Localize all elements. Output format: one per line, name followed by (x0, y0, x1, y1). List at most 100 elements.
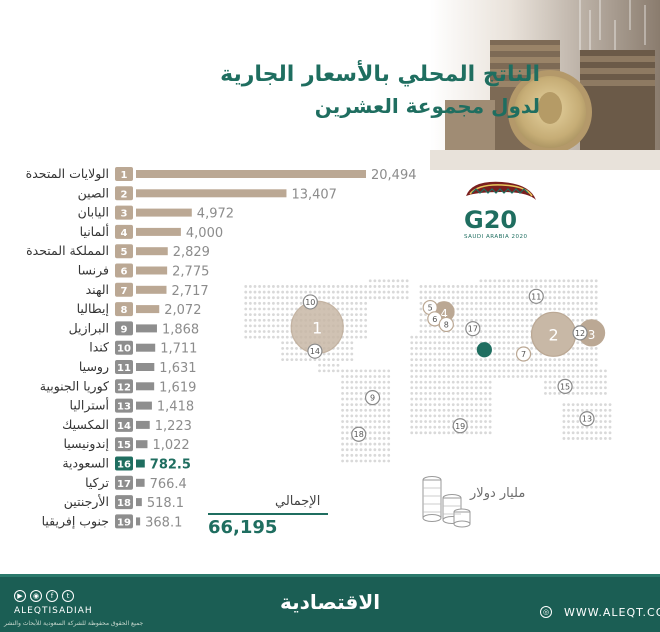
value-label: 4,000 (186, 226, 223, 241)
map-marker-label: 3 (588, 328, 596, 342)
value-label: 1,223 (155, 419, 192, 434)
category-label: المملكة المتحدة (26, 243, 109, 258)
category-label: إندونيسيا (63, 436, 109, 452)
category-label: روسيا (79, 359, 109, 375)
rank-number: 16 (117, 460, 131, 471)
map-marker-label: 17 (468, 325, 478, 334)
total-value: 66,195 (208, 517, 278, 538)
bar (136, 305, 160, 314)
value-label: 1,619 (159, 380, 196, 395)
g20-sadu-ribbon-icon (466, 181, 536, 200)
rank-number: 10 (117, 344, 131, 355)
social-handle[interactable]: ALEQTISADIAH (14, 606, 93, 616)
bar (136, 285, 167, 294)
map-marker (452, 418, 468, 434)
footer-pattern (0, 574, 660, 577)
bar (136, 247, 168, 256)
map-marker (515, 346, 532, 362)
bar (136, 208, 192, 217)
facebook-icon[interactable]: f (46, 590, 58, 602)
rank-badge (115, 495, 133, 510)
value-label: 368.1 (145, 515, 182, 530)
rank-badge (115, 379, 133, 394)
rank-badge (115, 167, 133, 181)
value-label: 4,972 (197, 207, 234, 222)
value-label: 2,775 (172, 265, 209, 280)
rank-number: 13 (117, 402, 131, 413)
map-marker-label: 12 (575, 329, 585, 338)
map-marker-label: 15 (560, 382, 570, 391)
rank-badge (115, 186, 133, 201)
g20-logo: G20 SAUDI ARABIA 2020 (462, 176, 542, 246)
bar (136, 170, 366, 178)
category-label: الأرجنتين (64, 494, 109, 510)
instagram-icon[interactable]: ◉ (30, 590, 42, 602)
bar (136, 189, 287, 198)
youtube-icon[interactable]: ▶ (14, 590, 26, 602)
footer-bar (0, 574, 660, 632)
brand-logo: الاقتصادية (280, 590, 381, 614)
category-label: البرازيل (69, 320, 109, 336)
map-marker-label: 2 (548, 325, 558, 344)
category-label: الهند (86, 282, 109, 298)
rank-number: 15 (117, 440, 131, 451)
bar (136, 227, 181, 236)
map-marker-label: 7 (521, 350, 526, 359)
map-marker (572, 325, 588, 341)
rank-number: 8 (121, 305, 128, 316)
value-label: 2,072 (164, 303, 201, 318)
title-line-2: لدول مجموعة العشرين (314, 94, 540, 118)
value-label: 13,407 (291, 187, 337, 202)
category-label: كندا (89, 340, 109, 355)
map-marker-label: 14 (310, 347, 320, 356)
value-label: 20,494 (371, 168, 417, 183)
web-icon[interactable]: ◎ (540, 606, 552, 618)
rank-badge (115, 514, 133, 529)
map-marker (579, 411, 595, 427)
rank-number: 5 (121, 247, 128, 258)
bar (136, 420, 150, 429)
category-label: المكسيك (62, 417, 109, 432)
map-marker-label: 8 (444, 320, 449, 329)
rank-badge (115, 417, 133, 432)
rank-number: 3 (121, 209, 128, 220)
map-marker-label: 1 (312, 318, 322, 337)
bar (136, 401, 152, 410)
category-label: أستراليا (70, 397, 109, 414)
rank-number: 18 (117, 498, 131, 509)
rank-number: 1 (121, 170, 128, 181)
map-marker-label: 10 (305, 298, 315, 307)
value-label: 1,711 (160, 342, 197, 357)
coins-photo (430, 0, 660, 170)
website-link[interactable]: WWW.ALEQT.COM (564, 606, 660, 619)
bar (136, 382, 155, 391)
bar (136, 440, 148, 449)
rank-badge (115, 263, 133, 278)
value-label: 766.4 (150, 477, 187, 492)
category-label: جنوب إفريقيا (42, 513, 109, 529)
rank-number: 9 (121, 324, 128, 335)
rank-number: 2 (121, 189, 128, 200)
rank-number: 7 (121, 286, 128, 297)
g20-logo-text: G20 (464, 206, 518, 234)
category-label: كوريا الجنوبية (40, 378, 109, 394)
value-label: 1,418 (157, 400, 194, 415)
value-label: 1,868 (162, 322, 199, 337)
bar (136, 266, 168, 275)
unit-label: مليار دولار (470, 486, 526, 501)
map-marker-label: 16 (479, 346, 489, 355)
map-marker (302, 294, 318, 310)
bar (136, 459, 145, 468)
rank-badge (115, 340, 133, 355)
rank-badge (115, 224, 133, 239)
category-label: الصين (78, 185, 109, 201)
g20-logo-subtitle: SAUDI ARABIA 2020 (464, 234, 528, 240)
bar (136, 363, 155, 371)
map-marker-label: 19 (455, 422, 465, 431)
map-marker (557, 378, 573, 394)
map-marker (438, 316, 454, 333)
twitter-icon[interactable]: t (62, 590, 74, 602)
